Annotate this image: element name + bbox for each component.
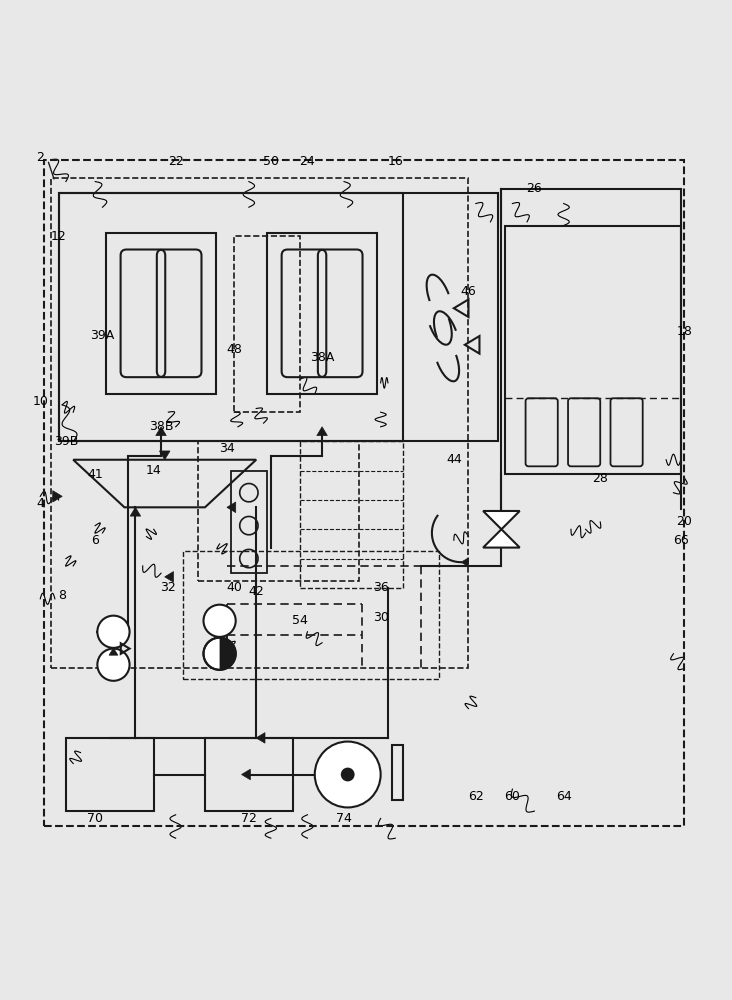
Polygon shape — [242, 769, 250, 780]
Text: 39A: 39A — [90, 329, 115, 342]
Polygon shape — [227, 502, 236, 513]
Bar — [231, 471, 267, 573]
Polygon shape — [483, 511, 520, 529]
Text: 10: 10 — [32, 395, 48, 408]
Text: 72: 72 — [241, 812, 257, 825]
Text: 18: 18 — [676, 325, 692, 338]
Text: 6: 6 — [92, 534, 99, 547]
Text: 8: 8 — [59, 589, 66, 602]
Text: 24: 24 — [299, 155, 315, 168]
Polygon shape — [165, 572, 173, 582]
Polygon shape — [256, 733, 265, 743]
Text: 39B: 39B — [53, 435, 78, 448]
Text: 70: 70 — [87, 812, 103, 825]
Text: 14: 14 — [146, 464, 162, 477]
Polygon shape — [156, 427, 166, 436]
Circle shape — [315, 742, 381, 807]
Text: 12: 12 — [51, 230, 67, 243]
Circle shape — [97, 649, 130, 681]
Bar — [51, 178, 468, 668]
Text: 16: 16 — [387, 155, 403, 168]
Circle shape — [203, 605, 236, 637]
Text: 40: 40 — [226, 581, 242, 594]
Text: 54: 54 — [292, 614, 308, 627]
Text: 41: 41 — [87, 468, 103, 481]
Bar — [44, 160, 684, 826]
Text: 36: 36 — [373, 581, 389, 594]
Text: 64: 64 — [556, 790, 572, 803]
Polygon shape — [483, 529, 520, 548]
Text: 38A: 38A — [310, 351, 335, 364]
Bar — [234, 236, 300, 412]
Text: 48: 48 — [226, 343, 242, 356]
Polygon shape — [160, 451, 170, 460]
Bar — [267, 233, 377, 394]
Circle shape — [97, 616, 130, 648]
Bar — [66, 738, 154, 811]
Text: 2: 2 — [37, 151, 44, 164]
Text: 4: 4 — [37, 497, 44, 510]
Text: 20: 20 — [676, 515, 692, 528]
Polygon shape — [130, 507, 141, 516]
Circle shape — [342, 769, 354, 780]
Bar — [300, 441, 403, 588]
Text: 60: 60 — [504, 790, 520, 803]
Polygon shape — [53, 491, 62, 502]
Text: 50: 50 — [263, 155, 279, 168]
Text: 26: 26 — [526, 182, 542, 195]
Bar — [59, 193, 403, 441]
Text: 46: 46 — [460, 285, 477, 298]
Bar — [59, 193, 498, 441]
Text: 66: 66 — [673, 534, 689, 547]
Bar — [392, 745, 403, 800]
Bar — [205, 738, 293, 811]
Circle shape — [203, 638, 236, 670]
Wedge shape — [220, 638, 236, 670]
Text: 44: 44 — [446, 453, 462, 466]
Bar — [106, 233, 216, 394]
Bar — [183, 551, 439, 679]
Bar — [198, 441, 359, 581]
Polygon shape — [109, 648, 118, 655]
Text: 32: 32 — [160, 581, 176, 594]
Text: 42: 42 — [248, 585, 264, 598]
Text: 28: 28 — [592, 472, 608, 485]
Bar — [505, 226, 681, 474]
Polygon shape — [461, 558, 468, 567]
Text: 30: 30 — [373, 611, 389, 624]
Polygon shape — [317, 427, 327, 436]
Text: 74: 74 — [336, 812, 352, 825]
Text: 22: 22 — [168, 155, 184, 168]
Text: 34: 34 — [219, 442, 235, 455]
Text: 38B: 38B — [149, 420, 173, 433]
Text: 62: 62 — [468, 790, 484, 803]
